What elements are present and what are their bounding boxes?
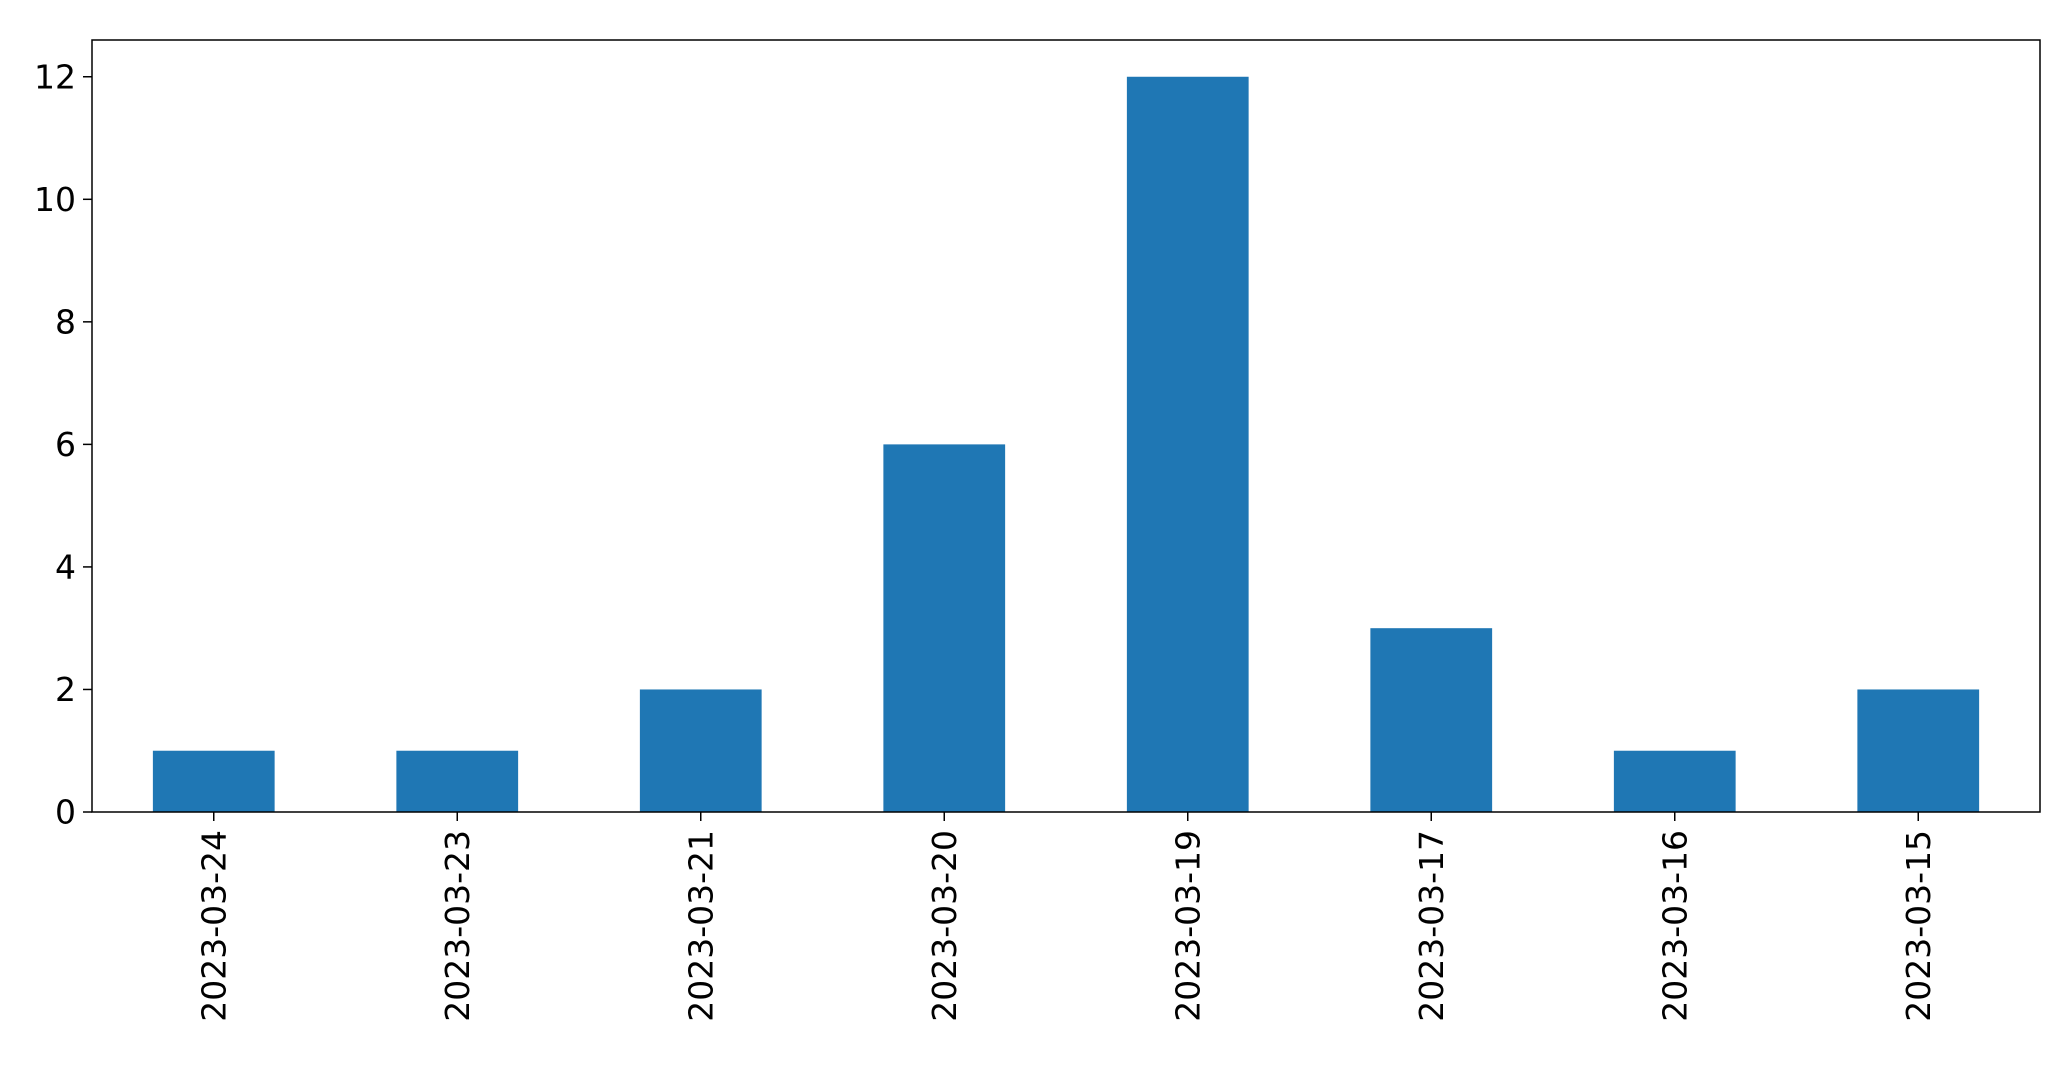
plot-frame [91, 39, 2041, 813]
y-tick-label: 2 [55, 670, 76, 709]
axes-layer: 0 2 4 6 8 10 12 2023-03-24 2023-03-23 2023-03-21 2… [34, 39, 2041, 1022]
x-tick-label: 2023-03-20 [925, 830, 964, 1022]
y-tick-label: 6 [55, 425, 76, 464]
x-tick-label: 2023-03-15 [1899, 830, 1938, 1022]
y-tick-label: 4 [55, 547, 76, 586]
y-tick-label: 10 [34, 180, 76, 219]
y-tick-label: 0 [55, 793, 76, 832]
x-tick-label: 2023-03-17 [1412, 830, 1451, 1022]
bar-2023-03-21 [639, 689, 762, 812]
bar-2023-03-16 [1613, 750, 1736, 812]
bar-2023-03-19 [1126, 76, 1249, 812]
bar-2023-03-17 [1370, 628, 1493, 812]
x-tick-label: 2023-03-16 [1655, 830, 1694, 1022]
x-tick-label: 2023-03-19 [1168, 830, 1207, 1022]
bar-2023-03-20 [883, 444, 1006, 812]
x-tick-label: 2023-03-21 [681, 830, 720, 1022]
bar-2023-03-24 [152, 750, 275, 812]
x-tick-label: 2023-03-23 [438, 830, 477, 1022]
y-tick-label: 12 [34, 57, 76, 96]
bar-2023-03-15 [1857, 689, 1980, 812]
x-tick-label: 2023-03-24 [194, 830, 233, 1022]
y-tick-label: 8 [55, 302, 76, 341]
bars-layer [152, 76, 1980, 812]
bar-2023-03-23 [396, 750, 519, 812]
